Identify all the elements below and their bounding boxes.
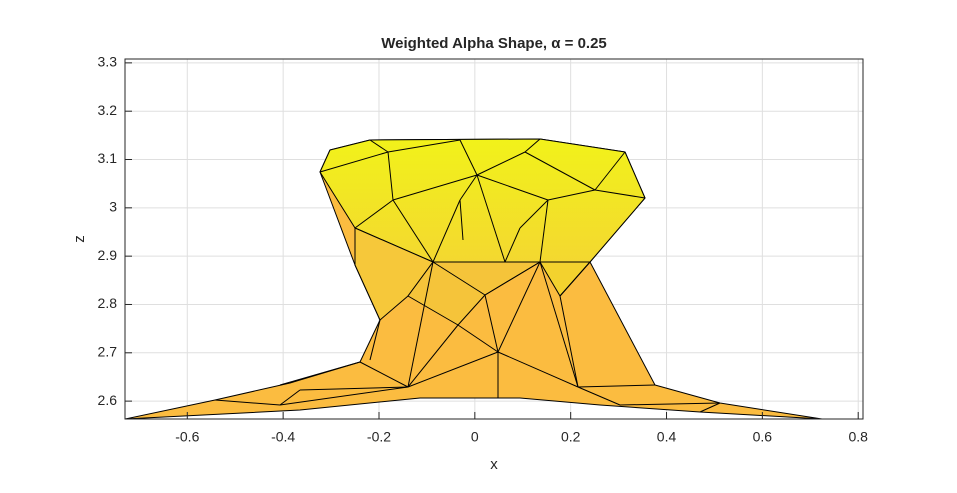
axes-box xyxy=(124,58,864,420)
y-tick-label: 3.1 xyxy=(98,150,118,166)
x-tick-label: -0.6 xyxy=(175,429,199,445)
y-axis-label: z xyxy=(71,235,88,243)
y-tick-label: 3 xyxy=(109,199,117,215)
y-tick-label: 2.7 xyxy=(98,344,118,360)
x-axis-label: x xyxy=(490,456,498,473)
y-tick-label: 2.9 xyxy=(98,247,118,263)
x-tick-label: 0.8 xyxy=(848,429,868,445)
y-tick-label: 2.8 xyxy=(98,295,118,311)
x-tick-label: -0.4 xyxy=(271,429,295,445)
x-tick-label: -0.2 xyxy=(367,429,391,445)
x-tick-label: 0 xyxy=(471,429,479,445)
x-tick-label: 0.6 xyxy=(753,429,773,445)
chart-title: Weighted Alpha Shape, α = 0.25 xyxy=(381,35,607,52)
y-tick-label: 3.2 xyxy=(98,102,118,118)
y-tick-label: 2.6 xyxy=(98,392,118,408)
y-tick-label: 3.3 xyxy=(98,54,118,70)
x-tick-label: 0.2 xyxy=(561,429,581,445)
x-tick-label: 0.4 xyxy=(657,429,677,445)
alpha-shape xyxy=(124,138,823,420)
